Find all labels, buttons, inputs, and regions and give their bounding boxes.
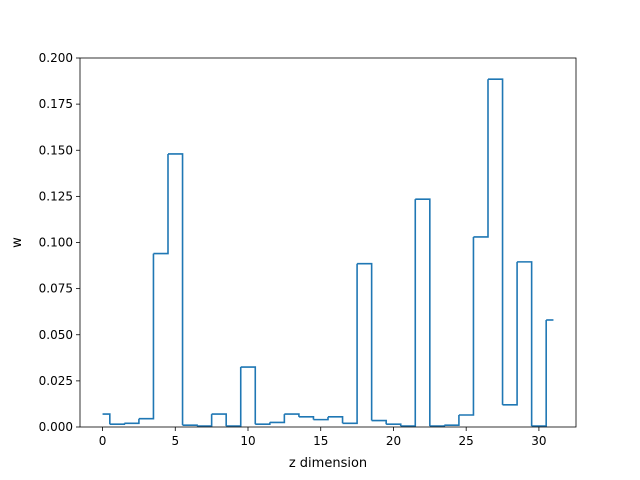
x-tick-label: 25 xyxy=(459,434,474,448)
y-tick-label: 0.100 xyxy=(39,236,73,250)
step-segment-z29 xyxy=(517,261,533,427)
x-tick-label: 5 xyxy=(171,434,179,448)
axes-frame xyxy=(79,57,577,428)
y-tick-label: 0.075 xyxy=(39,282,73,296)
step-segment-z12 xyxy=(269,414,286,424)
step-segment-z27 xyxy=(488,78,504,405)
y-tick-label: 0.175 xyxy=(39,97,73,111)
plot-content xyxy=(102,78,554,427)
x-tick-label: 20 xyxy=(386,434,401,448)
y-tick-label: 0.125 xyxy=(39,189,73,203)
step-segment-z22 xyxy=(415,198,431,427)
y-axis-label: w xyxy=(10,237,25,248)
step-segment-z9 xyxy=(226,367,242,427)
step-segment-z10 xyxy=(240,366,257,425)
step-segment-z15 xyxy=(313,416,329,421)
step-segment-z24 xyxy=(444,415,460,426)
step-segment-z6 xyxy=(182,424,198,427)
step-segment-z5 xyxy=(168,153,184,426)
x-tick-label: 0 xyxy=(99,434,107,448)
x-tick-label: 15 xyxy=(313,434,328,448)
step-segment-z0 xyxy=(102,413,111,425)
step-segment-z18 xyxy=(357,262,373,421)
x-tick-label: 30 xyxy=(531,434,546,448)
step-segment-z30 xyxy=(531,319,547,427)
y-tick-label: 0.025 xyxy=(39,374,73,388)
y-tick-label: 0.050 xyxy=(39,328,73,342)
y-tick-label: 0.150 xyxy=(39,143,73,157)
y-tick-label: 0.000 xyxy=(39,420,73,434)
step-segment-z3 xyxy=(138,253,155,420)
step-segment-z8 xyxy=(211,413,227,427)
step-segment-z17 xyxy=(342,263,358,425)
step-segment-z25 xyxy=(458,236,475,416)
step-segment-z23 xyxy=(429,425,446,427)
step-segment-z21 xyxy=(400,199,417,427)
x-axis-label: z dimension xyxy=(289,456,367,471)
step-segment-z19 xyxy=(371,419,387,425)
step-segment-z2 xyxy=(124,418,140,425)
x-axis-ticks: 0 5 10 15 20 25 30 xyxy=(99,427,547,448)
step-segment-z7 xyxy=(197,414,213,427)
step-segment-z14 xyxy=(298,416,315,420)
step-segment-z1 xyxy=(109,423,126,426)
x-tick-label: 10 xyxy=(240,434,255,448)
step-segment-z16 xyxy=(328,416,344,424)
step-segment-z13 xyxy=(284,413,300,417)
step-segment-z28 xyxy=(502,261,518,406)
y-tick-label: 0.200 xyxy=(39,51,73,65)
y-axis-ticks: 0.000 0.025 0.050 0.075 0.100 0.125 0.150 0.175… xyxy=(39,51,80,434)
step-segment-z26 xyxy=(473,79,489,238)
step-segment-z4 xyxy=(153,153,169,255)
